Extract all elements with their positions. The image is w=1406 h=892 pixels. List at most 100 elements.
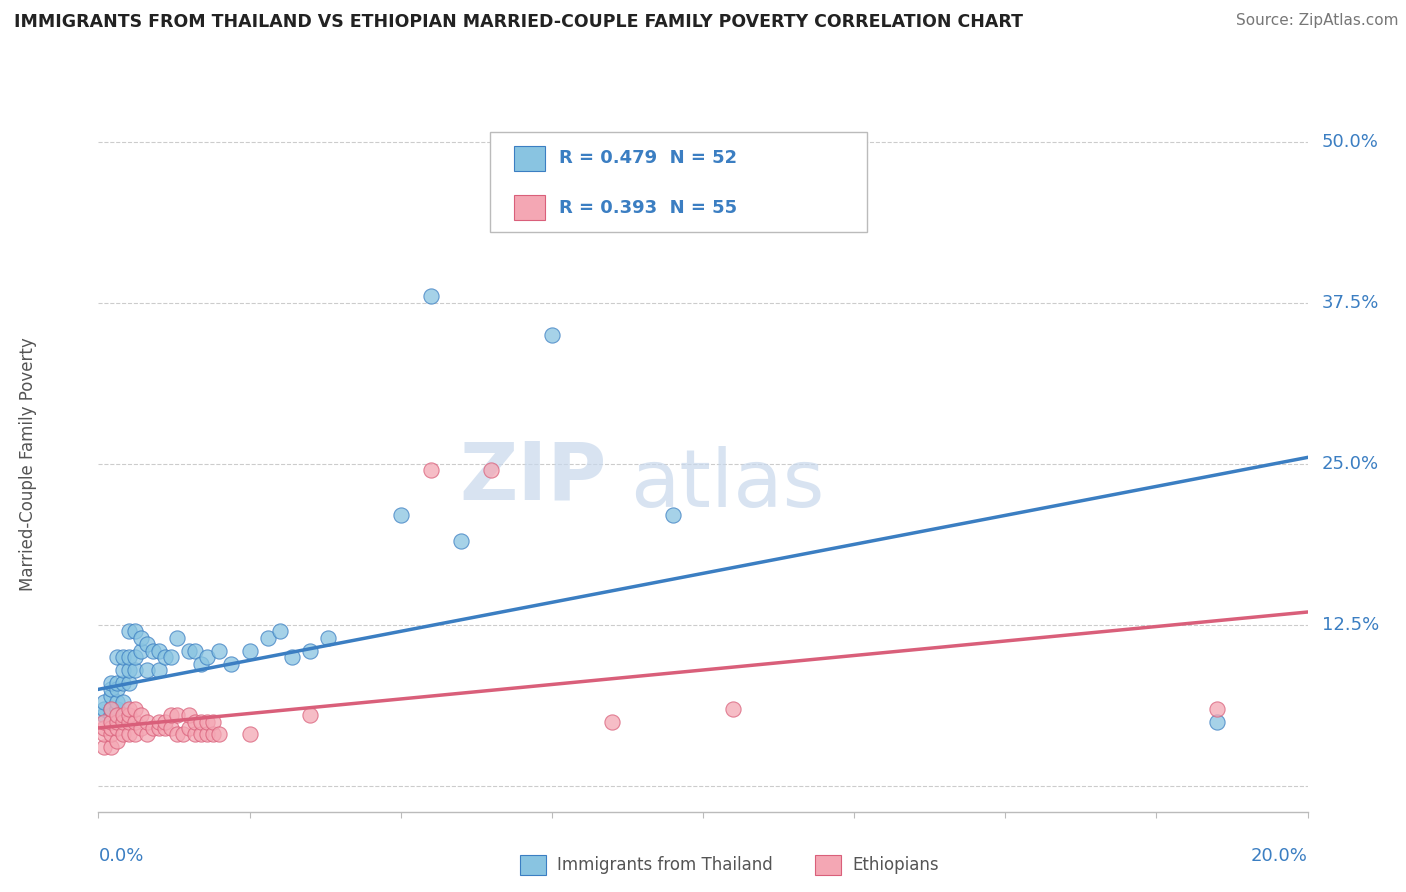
- Point: [1206, 714, 1229, 729]
- Point: [93, 714, 115, 729]
- Point: [111, 676, 134, 690]
- Point: [100, 676, 122, 690]
- Text: IMMIGRANTS FROM THAILAND VS ETHIOPIAN MARRIED-COUPLE FAMILY POVERTY CORRELATION : IMMIGRANTS FROM THAILAND VS ETHIOPIAN MA…: [14, 13, 1024, 31]
- Point: [419, 289, 441, 303]
- Point: [105, 714, 128, 729]
- Point: [142, 643, 165, 657]
- Point: [111, 727, 134, 741]
- Point: [299, 708, 322, 723]
- Text: Immigrants from Thailand: Immigrants from Thailand: [557, 856, 772, 874]
- Point: [166, 727, 188, 741]
- Point: [190, 657, 212, 671]
- Point: [419, 463, 441, 477]
- Point: [160, 708, 183, 723]
- Text: ZIP: ZIP: [458, 439, 606, 516]
- Point: [153, 714, 176, 729]
- Point: [118, 650, 141, 665]
- Point: [166, 631, 188, 645]
- Text: atlas: atlas: [630, 446, 825, 524]
- Point: [239, 727, 262, 741]
- Point: [256, 631, 278, 645]
- Point: [184, 727, 207, 741]
- Point: [481, 463, 503, 477]
- Point: [389, 508, 412, 523]
- Point: [153, 721, 176, 735]
- Point: [721, 701, 744, 715]
- Point: [153, 650, 176, 665]
- Text: 37.5%: 37.5%: [1322, 293, 1379, 312]
- Point: [316, 631, 339, 645]
- Point: [124, 624, 146, 639]
- Point: [281, 650, 304, 665]
- Point: [208, 643, 231, 657]
- Point: [190, 727, 212, 741]
- Point: [661, 508, 683, 523]
- Point: [269, 624, 291, 639]
- Text: Source: ZipAtlas.com: Source: ZipAtlas.com: [1236, 13, 1399, 29]
- Point: [602, 714, 624, 729]
- Point: [1206, 701, 1229, 715]
- Point: [190, 714, 212, 729]
- Point: [124, 701, 146, 715]
- Point: [195, 727, 218, 741]
- Point: [118, 727, 141, 741]
- Point: [221, 657, 243, 671]
- Point: [135, 714, 157, 729]
- Point: [111, 663, 134, 677]
- Point: [160, 721, 183, 735]
- Point: [135, 663, 157, 677]
- Point: [111, 714, 134, 729]
- Point: [177, 721, 201, 735]
- Point: [202, 714, 225, 729]
- Point: [177, 708, 201, 723]
- Point: [100, 701, 122, 715]
- Text: 25.0%: 25.0%: [1322, 455, 1379, 473]
- Point: [142, 721, 165, 735]
- Point: [111, 708, 134, 723]
- Point: [100, 682, 122, 697]
- Point: [105, 695, 128, 709]
- Point: [105, 650, 128, 665]
- Point: [118, 714, 141, 729]
- Point: [129, 708, 152, 723]
- Point: [100, 689, 122, 703]
- Point: [129, 631, 152, 645]
- Point: [124, 663, 146, 677]
- Point: [111, 695, 134, 709]
- Point: [450, 534, 472, 549]
- Point: [118, 701, 141, 715]
- Point: [93, 727, 115, 741]
- Point: [148, 721, 170, 735]
- Point: [148, 643, 170, 657]
- Point: [100, 708, 122, 723]
- Point: [100, 740, 122, 755]
- Text: 50.0%: 50.0%: [1322, 133, 1378, 151]
- Point: [118, 708, 141, 723]
- Point: [105, 701, 128, 715]
- Point: [118, 663, 141, 677]
- Point: [129, 643, 152, 657]
- Text: Married-Couple Family Poverty: Married-Couple Family Poverty: [20, 337, 37, 591]
- Text: R = 0.479  N = 52: R = 0.479 N = 52: [560, 149, 737, 167]
- Point: [239, 643, 262, 657]
- Point: [118, 624, 141, 639]
- Point: [202, 727, 225, 741]
- Point: [129, 721, 152, 735]
- Point: [93, 721, 115, 735]
- Text: 0.0%: 0.0%: [98, 847, 143, 865]
- Point: [184, 714, 207, 729]
- Point: [118, 676, 141, 690]
- Text: R = 0.393  N = 55: R = 0.393 N = 55: [560, 199, 737, 217]
- Point: [111, 650, 134, 665]
- Point: [105, 708, 128, 723]
- Point: [105, 734, 128, 748]
- Point: [184, 643, 207, 657]
- Point: [177, 643, 201, 657]
- Point: [105, 676, 128, 690]
- Point: [172, 727, 194, 741]
- Point: [93, 695, 115, 709]
- Text: 20.0%: 20.0%: [1251, 847, 1308, 865]
- Point: [93, 708, 115, 723]
- Point: [105, 721, 128, 735]
- Point: [160, 650, 183, 665]
